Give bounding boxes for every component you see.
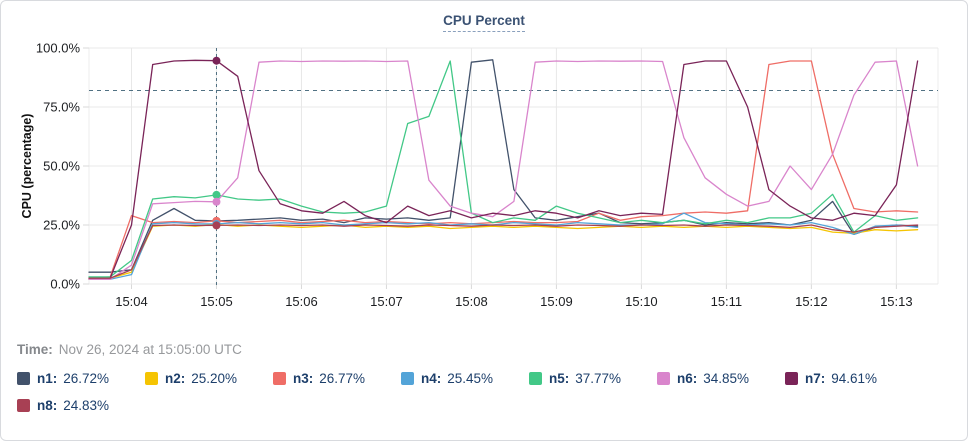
legend-value: 25.45% bbox=[447, 371, 494, 386]
x-tick-label: 15:13 bbox=[880, 294, 913, 309]
x-tick-label: 15:05 bbox=[200, 294, 233, 309]
legend-value: 26.77% bbox=[319, 371, 366, 386]
x-tick-label: 15:09 bbox=[540, 294, 573, 309]
legend-label: n5: bbox=[549, 371, 570, 386]
y-tick-label: 50.0% bbox=[43, 159, 80, 174]
cursor-marker-n7 bbox=[212, 56, 221, 65]
time-value: Nov 26, 2024 at 15:05:00 UTC bbox=[58, 342, 242, 357]
legend: n1: 26.72% n2: 25.20% n3: 26.77% n4: 25.45% n5: 3… bbox=[17, 371, 951, 413]
legend-label: n2: bbox=[165, 371, 186, 386]
legend-swatch-n3 bbox=[273, 372, 286, 385]
cpu-chart[interactable]: 15:04 15:05 15:06 15:07 15:08 15:09 15:10 15:11… bbox=[1, 36, 968, 316]
legend-value: 37.77% bbox=[575, 371, 622, 386]
series-line-n2 bbox=[88, 223, 919, 280]
legend-value: 24.83% bbox=[63, 398, 110, 413]
legend-label: n3: bbox=[293, 371, 314, 386]
legend-item-n5[interactable]: n5: 37.77% bbox=[529, 371, 641, 386]
series-line-n6 bbox=[88, 60, 919, 280]
legend-swatch-n5 bbox=[529, 372, 542, 385]
legend-swatch-n7 bbox=[785, 372, 798, 385]
x-tick-label: 15:06 bbox=[285, 294, 318, 309]
y-tick-label: 25.0% bbox=[43, 218, 80, 233]
series-line-n3 bbox=[88, 60, 919, 279]
chart-title[interactable]: CPU Percent bbox=[443, 13, 525, 32]
cursor-marker-n6 bbox=[212, 197, 221, 206]
legend-item-n1[interactable]: n1: 26.72% bbox=[17, 371, 129, 386]
x-tick-label: 15:07 bbox=[370, 294, 403, 309]
series-line-n5 bbox=[88, 60, 919, 278]
x-tick-label: 15:12 bbox=[795, 294, 828, 309]
legend-item-n6[interactable]: n6: 34.85% bbox=[657, 371, 769, 386]
x-tick-label: 15:04 bbox=[115, 294, 148, 309]
legend-swatch-n4 bbox=[401, 372, 414, 385]
legend-value: 94.61% bbox=[831, 371, 878, 386]
legend-item-n2[interactable]: n2: 25.20% bbox=[145, 371, 257, 386]
legend-value: 25.20% bbox=[191, 371, 238, 386]
legend-value: 26.72% bbox=[63, 371, 110, 386]
legend-item-n7[interactable]: n7: 94.61% bbox=[785, 371, 897, 386]
legend-item-n8[interactable]: n8: 24.83% bbox=[17, 398, 129, 413]
cursor-marker-n5 bbox=[212, 190, 221, 199]
legend-label: n8: bbox=[37, 398, 58, 413]
x-tick-label: 15:08 bbox=[455, 294, 488, 309]
time-label: Time: bbox=[17, 342, 53, 357]
legend-item-n4[interactable]: n4: 25.45% bbox=[401, 371, 513, 386]
legend-item-n3[interactable]: n3: 26.77% bbox=[273, 371, 385, 386]
legend-swatch-n6 bbox=[657, 372, 670, 385]
series-line-n7 bbox=[88, 59, 919, 279]
legend-swatch-n1 bbox=[17, 372, 30, 385]
legend-swatch-n8 bbox=[17, 399, 30, 412]
legend-label: n6: bbox=[677, 371, 698, 386]
legend-value: 34.85% bbox=[703, 371, 750, 386]
x-tick-label: 15:11 bbox=[711, 294, 743, 309]
legend-label: n4: bbox=[421, 371, 442, 386]
series-line-n8 bbox=[88, 224, 919, 279]
y-tick-label: 100.0% bbox=[36, 41, 81, 56]
series-line-n4 bbox=[88, 212, 919, 280]
x-tick-label: 15:10 bbox=[625, 294, 658, 309]
y-axis-title: CPU (percentage) bbox=[20, 114, 34, 219]
y-tick-label: 0.0% bbox=[50, 277, 80, 292]
legend-swatch-n2 bbox=[145, 372, 158, 385]
panel-header: CPU Percent bbox=[1, 1, 967, 36]
legend-label: n1: bbox=[37, 371, 58, 386]
legend-label: n7: bbox=[805, 371, 826, 386]
y-tick-label: 75.0% bbox=[43, 100, 80, 115]
cursor-marker-n8 bbox=[212, 221, 221, 230]
cursor-time-row: Time: Nov 26, 2024 at 15:05:00 UTC bbox=[17, 342, 967, 357]
